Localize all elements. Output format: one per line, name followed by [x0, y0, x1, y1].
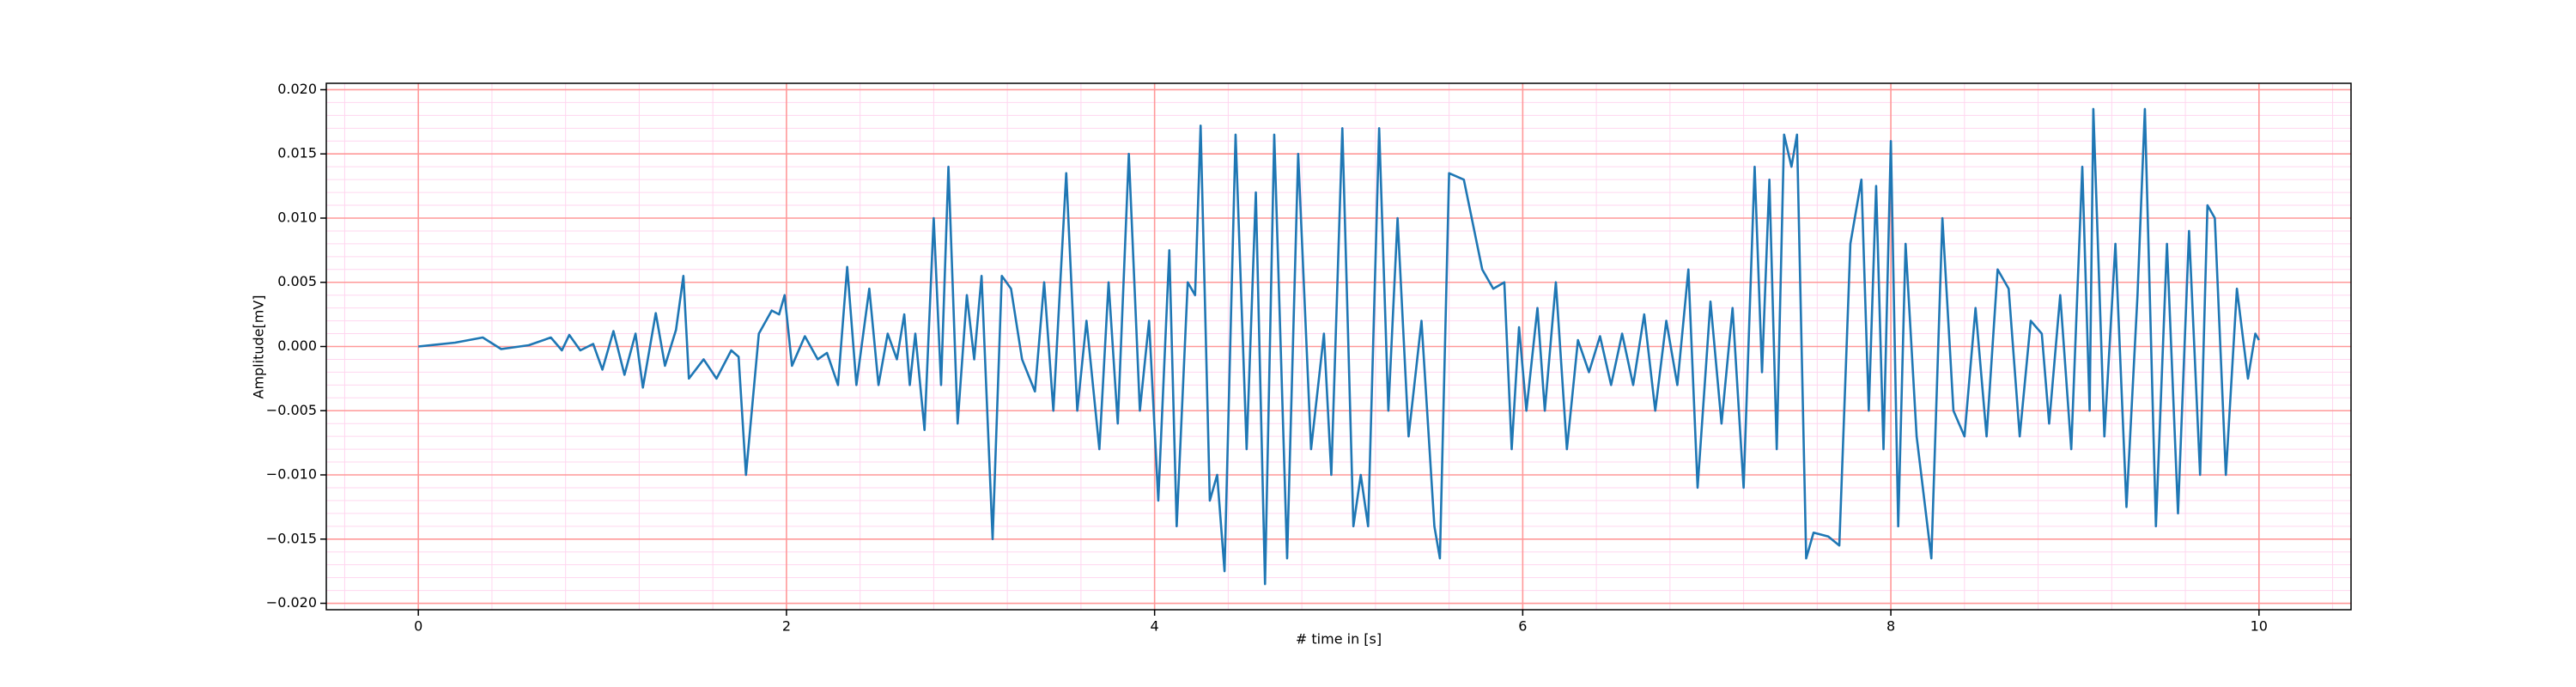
y-tick-label: 0.015	[277, 145, 317, 161]
y-tick-label: −0.005	[266, 402, 317, 418]
data-line	[418, 107, 2260, 586]
y-tick-label: 0.000	[277, 337, 317, 354]
y-tick-label: 0.010	[277, 209, 317, 225]
x-tick-label: 6	[1518, 618, 1527, 635]
x-tick-label: 8	[1886, 618, 1895, 635]
y-tick-label: −0.015	[266, 530, 317, 546]
y-tick-label: −0.010	[266, 466, 317, 483]
x-tick-label: 2	[782, 618, 791, 635]
x-tick-label: 0	[414, 618, 422, 635]
y-axis-label: Amplitude[mV]	[251, 295, 267, 398]
x-tick-label: 4	[1151, 618, 1159, 635]
x-tick-label: 10	[2251, 618, 2268, 635]
y-tick-label: 0.005	[277, 273, 317, 289]
plot-frame	[325, 82, 2352, 611]
y-tick-label: 0.020	[277, 81, 317, 97]
y-tick-label: −0.020	[266, 594, 317, 611]
x-axis-label: # time in [s]	[1296, 631, 1382, 647]
